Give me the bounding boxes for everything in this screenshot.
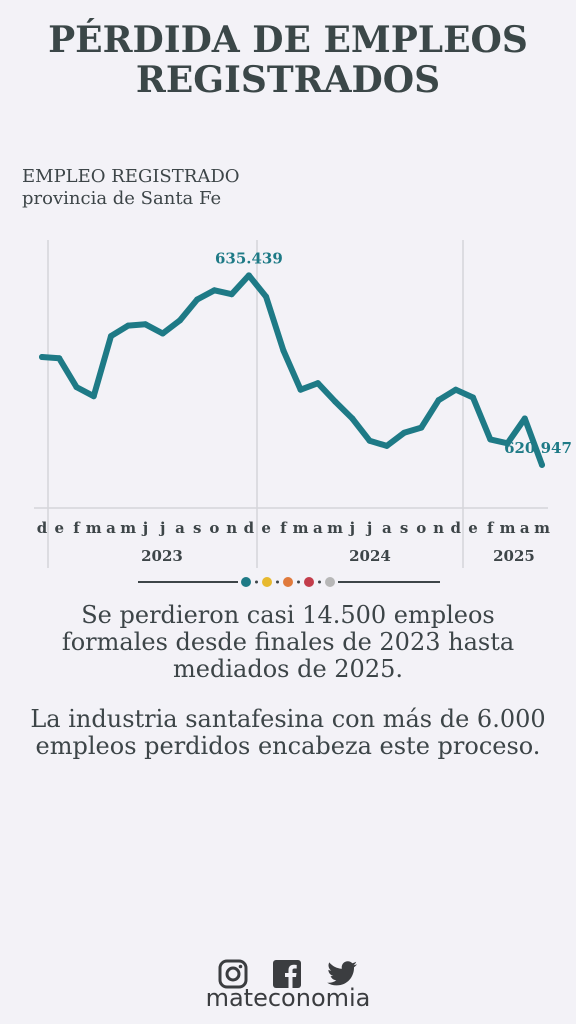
data-point xyxy=(176,317,183,324)
data-point xyxy=(521,415,528,422)
data-point xyxy=(435,397,442,404)
month-tick-label: m xyxy=(120,519,136,537)
month-tick-label: o xyxy=(209,519,219,537)
month-tick-label: d xyxy=(37,519,48,537)
data-point xyxy=(297,386,304,393)
data-point xyxy=(383,442,390,449)
month-tick-label: e xyxy=(468,519,478,537)
month-tick-label: a xyxy=(520,519,530,537)
data-point xyxy=(418,424,425,431)
value-annotation: 620.947 xyxy=(504,439,572,457)
month-tick-label: f xyxy=(73,519,81,537)
data-point xyxy=(142,321,149,328)
divider-dot xyxy=(262,577,272,587)
data-point xyxy=(125,322,132,329)
month-tick-label: m xyxy=(293,519,309,537)
data-point xyxy=(263,293,270,300)
month-tick-label: m xyxy=(86,519,102,537)
month-tick-label: a xyxy=(106,519,116,537)
data-point xyxy=(349,415,356,422)
title-line-2: REGISTRADOS xyxy=(135,59,441,101)
data-point xyxy=(401,429,408,436)
data-point xyxy=(159,330,166,337)
year-label: 2024 xyxy=(349,547,391,565)
divider-separator-dot xyxy=(276,580,279,584)
month-tick-label: s xyxy=(193,519,201,537)
data-point xyxy=(228,291,235,298)
summary-paragraph-2: La industria santafesina con más de 6.00… xyxy=(30,705,546,760)
month-tick-label: d xyxy=(451,519,462,537)
twitter-icon[interactable] xyxy=(326,960,358,988)
subtitle-line-2: provincia de Santa Fe xyxy=(22,188,222,209)
brand-name: mateconomia xyxy=(205,984,371,1012)
data-point xyxy=(504,440,511,447)
data-point xyxy=(56,355,63,362)
divider-separator-dot xyxy=(318,580,321,584)
month-tick-label: n xyxy=(433,519,444,537)
divider-dot xyxy=(304,577,314,587)
data-point xyxy=(280,347,287,354)
data-point xyxy=(314,380,321,387)
month-tick-label: e xyxy=(261,519,271,537)
month-tick-label: j xyxy=(158,519,165,537)
data-point xyxy=(452,386,459,393)
month-tick-label: n xyxy=(226,519,237,537)
month-tick-label: m xyxy=(534,519,550,537)
data-point xyxy=(366,437,373,444)
summary-paragraph-1: Se perdieron casi 14.500 empleos formale… xyxy=(61,601,515,683)
divider-dot xyxy=(241,577,251,587)
month-tick-label: f xyxy=(280,519,288,537)
social-icons xyxy=(0,958,576,990)
data-point xyxy=(332,398,339,405)
data-point xyxy=(211,287,218,294)
month-tick-label: m xyxy=(327,519,343,537)
year-label: 2023 xyxy=(141,547,183,565)
month-tick-label: m xyxy=(500,519,516,537)
month-tick-label: o xyxy=(416,519,426,537)
month-tick-label: j xyxy=(365,519,372,537)
value-annotation: 635.439 xyxy=(215,249,283,267)
month-tick-label: d xyxy=(244,519,255,537)
data-point xyxy=(107,333,114,340)
title-line-1: PÉRDIDA DE EMPLEOS xyxy=(48,19,528,61)
data-point xyxy=(194,296,201,303)
divider-dot xyxy=(325,577,335,587)
month-tick-label: a xyxy=(382,519,392,537)
series-line-empleo xyxy=(39,272,545,468)
divider-separator-dot xyxy=(255,580,258,584)
color-dots-divider xyxy=(138,577,440,587)
subtitle-line-1: EMPLEO REGISTRADO xyxy=(22,166,240,187)
month-tick-label: j xyxy=(348,519,355,537)
year-label: 2025 xyxy=(493,547,535,565)
divider-dot xyxy=(283,577,293,587)
data-point xyxy=(39,354,45,360)
data-point xyxy=(539,461,545,468)
data-point xyxy=(245,272,252,279)
data-point xyxy=(487,436,494,443)
chart-subtitle: EMPLEO REGISTRADO provincia de Santa Fe xyxy=(22,166,240,210)
month-tick-label: f xyxy=(487,519,495,537)
month-tick-label: a xyxy=(175,519,185,537)
data-point xyxy=(73,384,80,391)
page-title: PÉRDIDA DE EMPLEOS REGISTRADOS xyxy=(0,20,576,100)
month-tick-label: e xyxy=(54,519,64,537)
data-point xyxy=(470,394,477,401)
instagram-icon[interactable] xyxy=(218,959,248,989)
month-tick-label: a xyxy=(313,519,323,537)
facebook-icon[interactable] xyxy=(272,959,302,989)
month-tick-label: s xyxy=(400,519,408,537)
data-point xyxy=(90,393,97,400)
month-tick-label: j xyxy=(141,519,148,537)
divider-separator-dot xyxy=(297,580,300,584)
